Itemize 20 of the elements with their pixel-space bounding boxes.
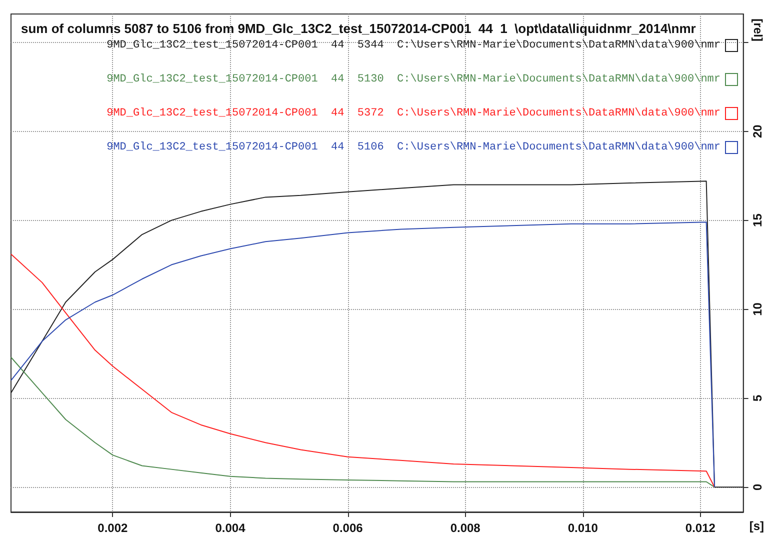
y-tick-label: 15 [750, 213, 764, 227]
x-tick-label: 0.010 [568, 521, 598, 535]
legend-label: 9MD_Glc_13C2_test_15072014-CP001 44 5344 C:\Users\RMN-Marie\Documents\DataRMN\data\900\nmr [106, 40, 720, 52]
y-axis-title: [rel] [751, 18, 765, 42]
y-tick-label: 0 [750, 483, 764, 490]
line-series [10, 356, 716, 488]
x-tick-label: 0.002 [98, 521, 128, 535]
line-series [10, 180, 744, 488]
y-tick-label: 10 [750, 302, 764, 316]
x-tick-label: 0.012 [685, 521, 716, 535]
legend-label: 9MD_Glc_13C2_test_15072014-CP001 44 5372 C:\Users\RMN-Marie\Documents\DataRMN\data\900\nmr [106, 108, 720, 120]
x-tick-label: 0.004 [215, 521, 246, 535]
y-tick-label: 20 [750, 124, 764, 138]
x-tick-label: 0.008 [450, 521, 481, 535]
legend-label: 9MD_Glc_13C2_test_15072014-CP001 44 5106 C:\Users\RMN-Marie\Documents\DataRMN\data\900\nmr [106, 142, 720, 154]
x-axis-title: [s] [749, 519, 764, 533]
text: sum of columns 5087 to 5106 from 9MD_Glc_13C2_test_15072014-CP001 44 1 \opt\data\liquidnmr_2014\nmr [21, 21, 696, 36]
legend-label: 9MD_Glc_13C2_test_15072014-CP001 44 5130 C:\Users\RMN-Marie\Documents\DataRMN\data\900\nmr [106, 74, 720, 86]
x-tick-label: 0.006 [332, 521, 364, 535]
y-tick-label: 5 [750, 394, 764, 402]
